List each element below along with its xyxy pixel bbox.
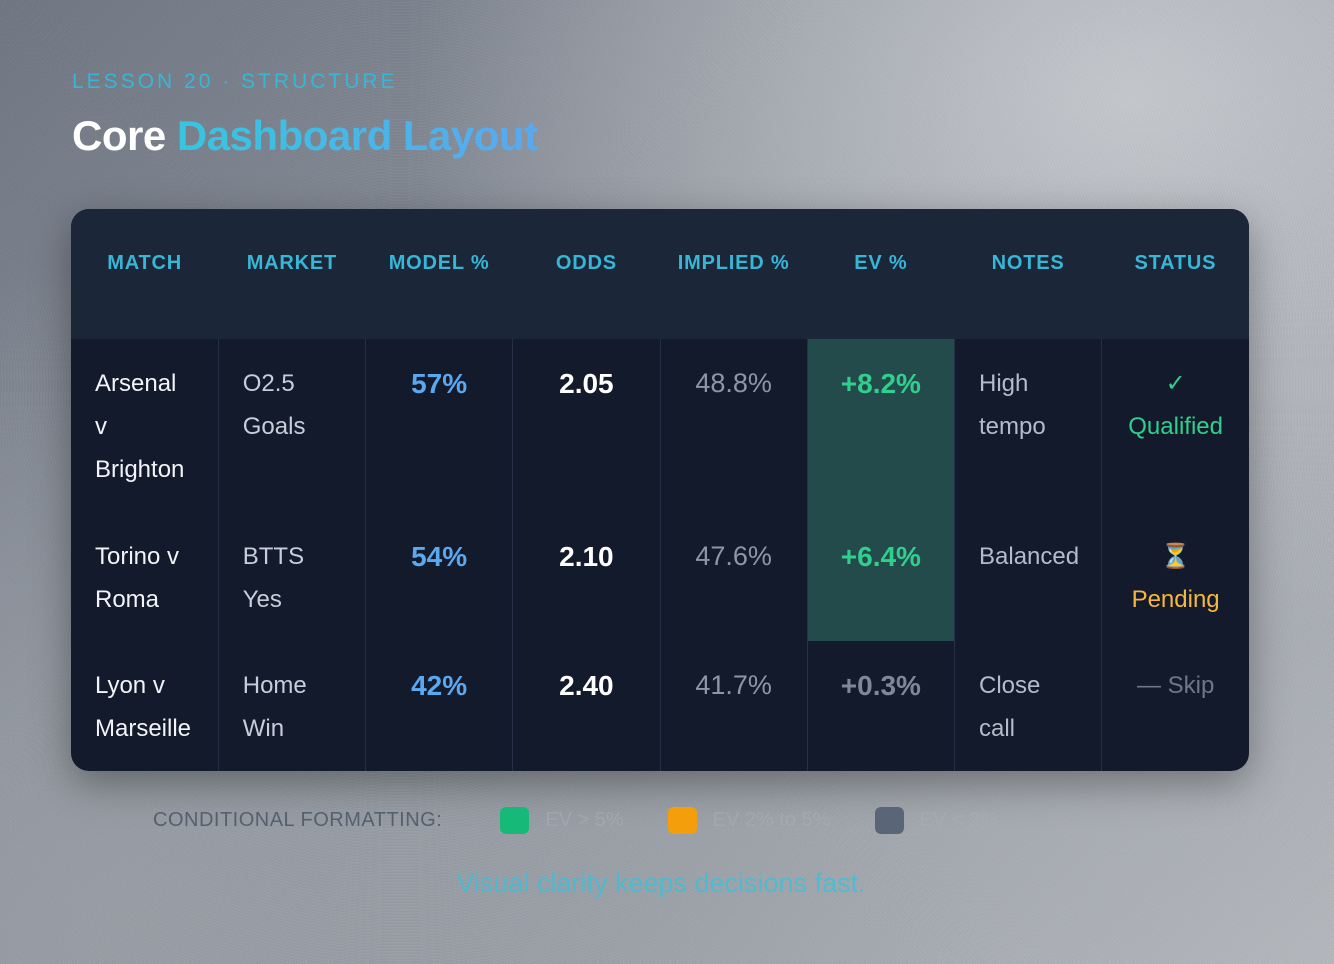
cell-ev: +6.4% — [807, 512, 956, 641]
cell-implied: 48.8% — [660, 339, 808, 512]
cell-status: ✓ Qualified — [1102, 339, 1249, 512]
cell-implied: 41.7% — [660, 641, 808, 771]
column-header-ev[interactable]: EV % — [854, 252, 908, 274]
table-row[interactable]: Lyon v Marseille Home Win 42% 2.40 41.7%… — [71, 641, 1249, 771]
cell-market: BTTS Yes — [218, 512, 367, 641]
table-row[interactable]: Torino v Roma BTTS Yes 54% 2.10 47.6% +6… — [71, 512, 1249, 641]
column-header-market[interactable]: MARKET — [246, 252, 338, 274]
status-label: Pending — [1131, 586, 1220, 613]
cell-implied: 47.6% — [660, 512, 808, 641]
cell-notes: High tempo — [954, 339, 1103, 512]
hourglass-icon: ⏳ — [1160, 543, 1191, 570]
check-icon: ✓ — [1165, 370, 1186, 397]
legend-item: EV > 5% — [500, 806, 624, 834]
column-header-odds[interactable]: ODDS — [555, 252, 617, 274]
bets-table: MATCH MARKET MODEL % ODDS IMPLIED % EV %… — [71, 209, 1249, 771]
cell-odds: 2.40 — [512, 641, 661, 771]
legend-text: EV > 5% — [545, 808, 624, 831]
column-header-notes[interactable]: NOTES — [991, 252, 1065, 274]
legend-label: CONDITIONAL FORMATTING: — [153, 808, 443, 831]
cell-match: Arsenal v Brighton — [71, 339, 219, 512]
cell-odds: 2.05 — [512, 339, 661, 512]
cell-model: 57% — [365, 339, 514, 512]
legend-text: EV 2% to 5% — [712, 808, 831, 831]
dash-icon: — — [1136, 672, 1161, 699]
lesson-eyebrow: LESSON 20 · STRUCTURE — [72, 70, 398, 93]
table-header-row: MATCH MARKET MODEL % ODDS IMPLIED % EV %… — [71, 209, 1249, 339]
legend-swatch-gray — [874, 806, 904, 834]
column-header-implied[interactable]: IMPLIED % — [677, 252, 790, 274]
title-plain: Core — [72, 112, 177, 159]
cell-match: Torino v Roma — [71, 512, 219, 641]
status-label: Qualified — [1128, 413, 1223, 440]
cell-market: Home Win — [218, 641, 367, 771]
cell-ev: +8.2% — [807, 339, 956, 512]
legend-swatch-green — [500, 806, 530, 834]
column-header-match[interactable]: MATCH — [107, 252, 182, 274]
cell-status: — Skip — [1102, 641, 1249, 771]
column-header-status[interactable]: STATUS — [1134, 252, 1217, 274]
column-header-model[interactable]: MODEL % — [388, 252, 490, 274]
legend-item: EV 2% to 5% — [667, 806, 831, 834]
table-row[interactable]: Arsenal v Brighton O2.5 Goals 57% 2.05 4… — [71, 339, 1249, 512]
dashboard-table-card: MATCH MARKET MODEL % ODDS IMPLIED % EV %… — [71, 209, 1249, 771]
status-label: Skip — [1167, 672, 1215, 699]
tagline: Visual clarity keeps decisions fast. — [456, 868, 866, 898]
cell-notes: Balanced — [954, 512, 1103, 641]
cell-odds: 2.10 — [512, 512, 661, 641]
cell-model: 54% — [365, 512, 514, 641]
conditional-formatting-legend: CONDITIONAL FORMATTING: EV > 5% EV 2% to… — [153, 806, 1042, 834]
cell-notes: Close call — [954, 641, 1103, 771]
title-accent: Dashboard Layout — [176, 112, 538, 159]
cell-status: ⏳ Pending — [1102, 512, 1249, 641]
page-title: Core Dashboard Layout — [72, 112, 538, 160]
legend-item: EV < 2% — [874, 806, 998, 834]
cell-ev: +0.3% — [807, 641, 956, 771]
legend-text: EV < 2% — [919, 808, 998, 831]
cell-match: Lyon v Marseille — [71, 641, 219, 771]
cell-market: O2.5 Goals — [218, 339, 367, 512]
cell-model: 42% — [365, 641, 514, 771]
legend-swatch-orange — [667, 806, 697, 834]
